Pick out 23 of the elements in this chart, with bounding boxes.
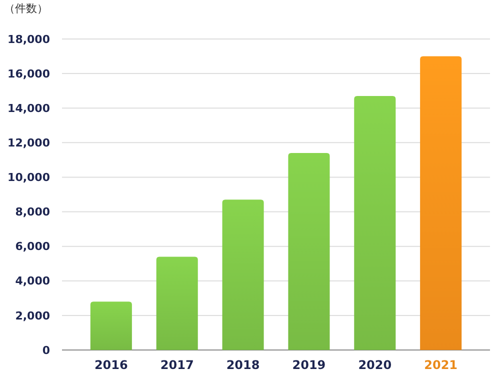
y-tick-label: 4,000 [15,274,50,288]
bar [420,56,462,350]
bar [222,200,264,350]
x-tick-label: 2018 [226,358,260,372]
y-tick-label: 14,000 [8,102,50,115]
x-tick-label: 2020 [358,358,392,372]
y-axis-title: （件数） [4,2,48,15]
bar [288,153,330,350]
y-tick-label: 8,000 [15,206,50,219]
y-tick-label: 18,000 [8,32,50,46]
y-tick-label: 16,000 [8,67,50,80]
x-tick-label: 2016 [94,358,128,372]
y-tick-label: 2,000 [15,309,50,322]
bar [354,96,396,350]
y-tick-label: 10,000 [8,171,50,184]
y-tick-label: 12,000 [8,136,50,150]
x-tick-label: 2021 [424,358,458,372]
y-tick-label: 6,000 [15,240,50,254]
bar [90,302,132,350]
y-tick-label: 0 [42,344,50,357]
bar [156,256,198,350]
x-tick-label: 2019 [292,358,326,372]
x-tick-label: 2017 [160,358,194,372]
